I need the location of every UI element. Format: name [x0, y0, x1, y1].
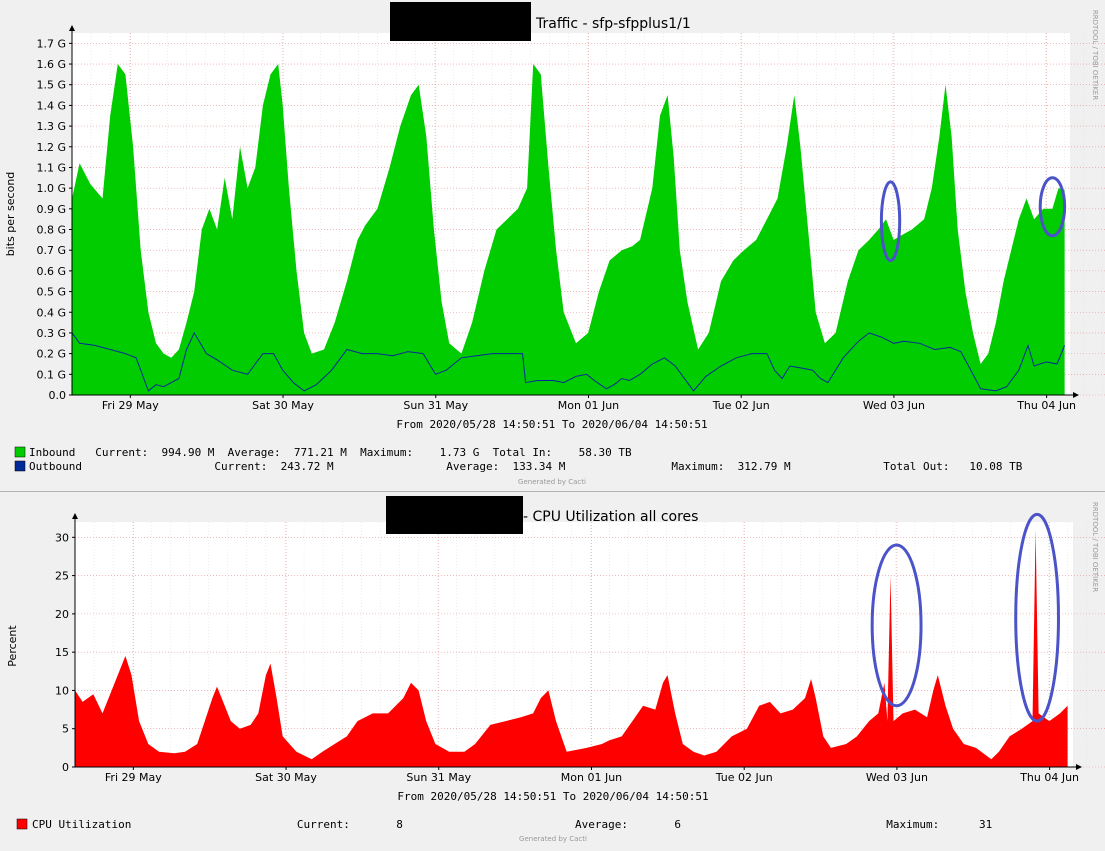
- y-tick-label: 10: [55, 684, 69, 697]
- y-axis-label: Percent: [6, 625, 19, 667]
- generated-by: Generated by Cacti: [519, 835, 587, 843]
- y-axis-label: bits per second: [4, 172, 17, 257]
- date-range: From 2020/05/28 14:50:51 To 2020/06/04 1…: [396, 418, 707, 431]
- x-tick-label: Tue 02 Jun: [715, 771, 773, 784]
- y-tick-label: 0.1 G: [36, 368, 66, 381]
- generated-by: Generated by Cacti: [518, 478, 586, 486]
- y-tick-label: 1.0 G: [36, 182, 66, 195]
- y-tick-label: 1.5 G: [36, 79, 66, 92]
- redacted-box: [390, 2, 531, 41]
- redacted-box: [386, 496, 523, 534]
- x-tick-label: Wed 03 Jun: [863, 399, 925, 412]
- chart-title: Traffic - sfp-sfpplus1/1: [535, 16, 691, 32]
- y-tick-label: 0: [62, 761, 69, 774]
- x-tick-label: Thu 04 Jun: [1016, 399, 1076, 412]
- y-tick-label: 0.6 G: [36, 265, 66, 278]
- date-range: From 2020/05/28 14:50:51 To 2020/06/04 1…: [397, 790, 708, 803]
- y-tick-label: 0.4 G: [36, 306, 66, 319]
- y-tick-label: 1.7 G: [36, 37, 66, 50]
- highlight-ellipse: [1014, 512, 1060, 723]
- x-tick-label: Sat 30 May: [255, 771, 317, 784]
- y-tick-label: 5: [62, 723, 69, 736]
- series-outbound: [71, 331, 1066, 392]
- highlight-ellipse: [1038, 176, 1067, 238]
- y-tick-label: 1.4 G: [36, 99, 66, 112]
- y-tick-label: 1.1 G: [36, 161, 66, 174]
- highlight-ellipse: [879, 180, 902, 263]
- x-tick-label: Fri 29 May: [105, 771, 162, 784]
- cpu-graph: 0 5 10 15 20 25 30 Fri 29 May Sat 30 May Sun 31 …: [0, 492, 1105, 851]
- watermark: RRDTOOL / TOBI OETIKER: [1091, 502, 1099, 592]
- y-tick-label: 15: [55, 646, 69, 659]
- legend-swatch-outbound: [14, 460, 26, 472]
- y-tick-label: 1.6 G: [36, 58, 66, 71]
- y-tick-label: 0.3 G: [36, 327, 66, 340]
- y-tick-label: 25: [55, 570, 69, 583]
- x-tick-label: Fri 29 May: [102, 399, 159, 412]
- cpu-chart-svg: 0 5 10 15 20 25 30 Fri 29 May Sat 30 May Sun 31 …: [6, 496, 1105, 843]
- y-tick-label: 0.0: [49, 389, 67, 402]
- traffic-graph: 0.0 0.1 G 0.2 G 0.3 G 0.4 G 0.5 G 0.6 G 0.7 G 0.…: [0, 0, 1105, 492]
- x-tick-label: Thu 04 Jun: [1019, 771, 1079, 784]
- x-tick-label: Mon 01 Jun: [561, 771, 622, 784]
- chart-title: - CPU Utilization all cores: [523, 509, 698, 525]
- x-tick-label: Mon 01 Jun: [558, 399, 619, 412]
- legend-inbound: Inbound Current: 994.90 M Average: 771.2…: [29, 446, 632, 459]
- y-tick-label: 0.8 G: [36, 224, 66, 237]
- y-tick-label: 0.9 G: [36, 203, 66, 216]
- legend-swatch-inbound: [14, 446, 26, 458]
- y-tick-label: 0.2 G: [36, 348, 66, 361]
- y-tick-label: 0.5 G: [36, 286, 66, 299]
- legend-outbound: Outbound Current: 243.72 M Average: 133.…: [29, 460, 1023, 473]
- x-tick-label: Sun 31 May: [406, 771, 471, 784]
- legend-cpu: CPU Utilization Current: 8 Average: 6 Ma…: [32, 818, 992, 831]
- traffic-chart-svg: 0.0 0.1 G 0.2 G 0.3 G 0.4 G 0.5 G 0.6 G 0.7 G 0.…: [4, 2, 1105, 486]
- x-tick-label: Wed 03 Jun: [866, 771, 928, 784]
- y-tick-label: 20: [55, 608, 69, 621]
- y-tick-label: 1.3 G: [36, 120, 66, 133]
- watermark: RRDTOOL / TOBI OETIKER: [1091, 10, 1099, 100]
- highlight-ellipse: [870, 543, 923, 708]
- x-tick-label: Tue 02 Jun: [712, 399, 770, 412]
- legend-swatch-cpu: [16, 818, 28, 830]
- x-tick-label: Sat 30 May: [252, 399, 314, 412]
- y-tick-label: 0.7 G: [36, 244, 66, 257]
- x-tick-label: Sun 31 May: [403, 399, 468, 412]
- y-tick-label: 30: [55, 531, 69, 544]
- y-tick-label: 1.2 G: [36, 141, 66, 154]
- series-inbound: [72, 64, 1065, 395]
